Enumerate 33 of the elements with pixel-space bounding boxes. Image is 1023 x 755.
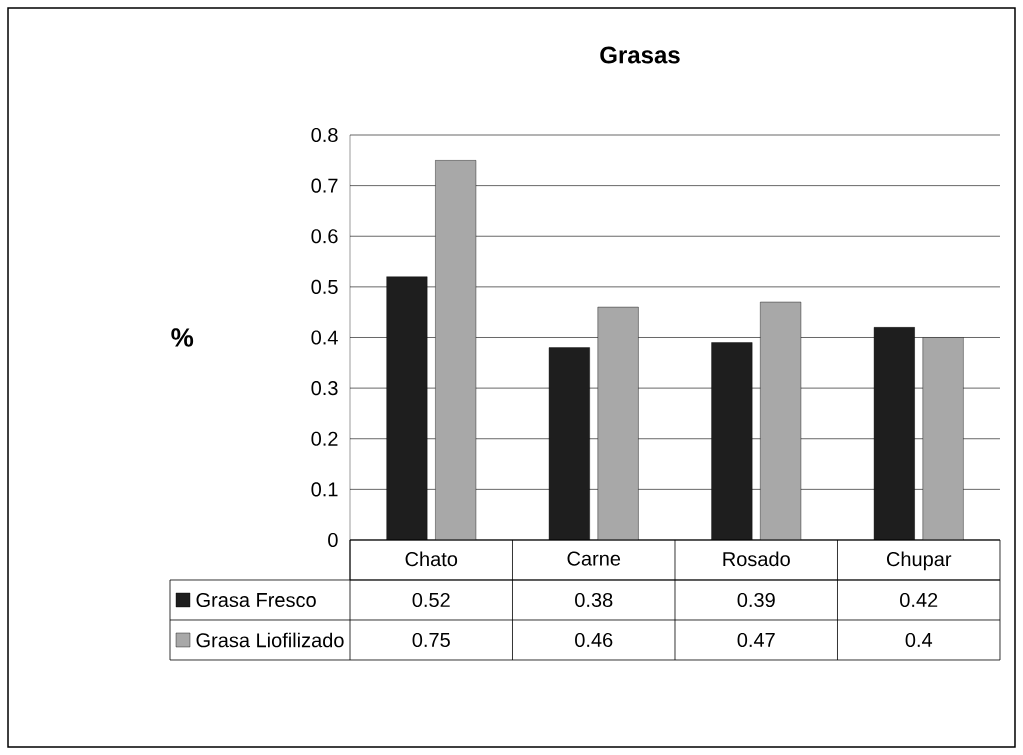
bar xyxy=(386,276,428,540)
y-tick-label: 0.5 xyxy=(311,279,338,294)
data-label: 0.47 xyxy=(737,632,775,648)
x-tick-label: Rosado xyxy=(723,551,790,567)
y-tick-label: 0.4 xyxy=(311,330,338,345)
y-tick-label: 0.7 xyxy=(311,178,338,193)
data-label: 0.52 xyxy=(412,592,450,608)
x-tick-label: Chupar xyxy=(886,551,952,571)
legend-label: Grasa Fresco xyxy=(196,592,316,608)
bar xyxy=(922,337,964,540)
chart-title: Grasas xyxy=(600,46,680,64)
bar xyxy=(597,306,639,540)
x-tick-label: Carne xyxy=(567,551,621,566)
data-label: 0.4 xyxy=(905,632,933,648)
data-label: 0.46 xyxy=(575,632,613,648)
bar xyxy=(873,327,915,540)
data-label: 0.75 xyxy=(412,632,450,648)
y-axis-title: % xyxy=(171,328,194,347)
bar xyxy=(435,160,477,540)
bar xyxy=(760,301,802,540)
y-tick-label: 0.3 xyxy=(311,381,338,396)
y-tick-label: 0.1 xyxy=(311,482,338,497)
y-tick-label: 0 xyxy=(328,532,338,548)
data-label: 0.42 xyxy=(900,592,938,608)
legend-label: Grasa Liofilizado xyxy=(196,632,344,648)
data-label: 0.39 xyxy=(737,592,775,608)
y-tick-label: 0.8 xyxy=(311,127,338,143)
x-tick-label: Chato xyxy=(405,551,458,567)
bar xyxy=(548,347,590,540)
data-label: 0.38 xyxy=(575,592,613,608)
y-tick-label: 0.2 xyxy=(311,431,338,446)
y-tick-label: 0.6 xyxy=(311,229,338,244)
bar xyxy=(711,342,753,540)
